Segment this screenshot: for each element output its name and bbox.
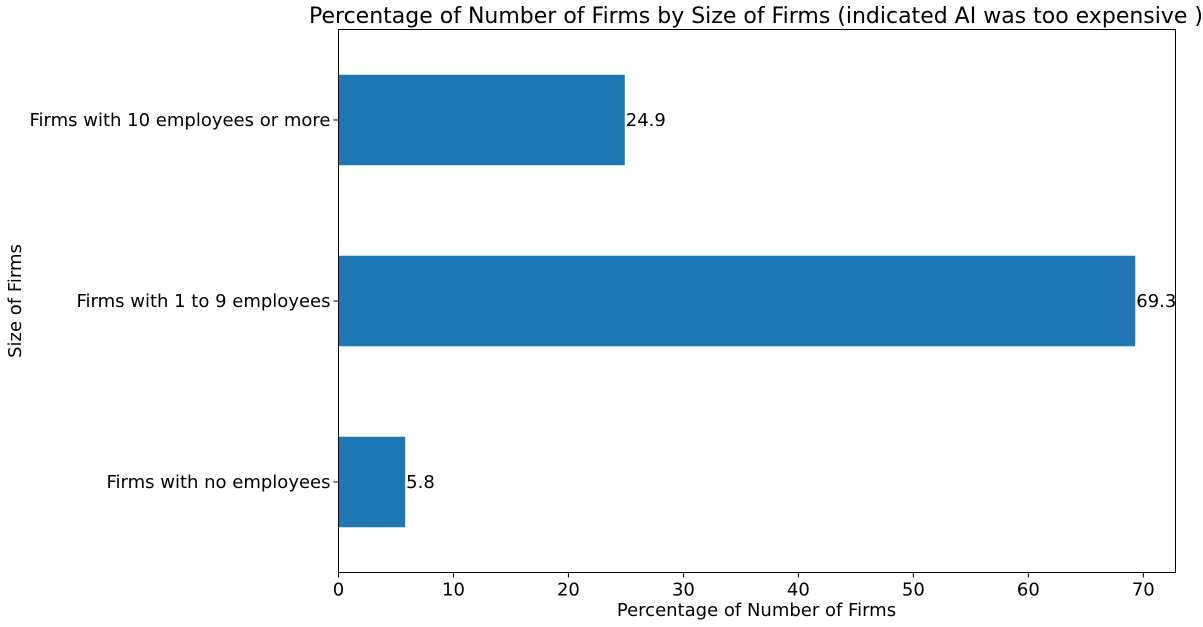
x-tick-label: 50 xyxy=(902,580,925,601)
x-tick-label: 20 xyxy=(557,580,580,601)
category-label: Firms with 1 to 9 employees xyxy=(76,291,330,312)
x-tick-label: 60 xyxy=(1017,580,1040,601)
x-tick-label: 40 xyxy=(787,580,810,601)
bar xyxy=(338,255,1136,347)
x-axis-ticks: 0 10 20 30 40 50 60 70 xyxy=(333,572,1155,601)
x-axis-label: Percentage of Number of Firms xyxy=(617,600,896,621)
bar-value-label: 5.8 xyxy=(406,472,435,493)
x-tick-label: 0 xyxy=(333,580,344,601)
category-label: Firms with no employees xyxy=(106,472,330,493)
x-tick-label: 30 xyxy=(672,580,695,601)
bar-value-label: 69.3 xyxy=(1136,291,1176,312)
x-tick-label: 70 xyxy=(1132,580,1155,601)
bar xyxy=(338,436,406,528)
chart-title: Percentage of Number of Firms by Size of… xyxy=(309,4,1203,29)
bars-group: 24.9 69.3 5.8 xyxy=(338,74,1176,528)
bar xyxy=(338,74,625,166)
category-labels: Firms with 10 employees or more Firms wit… xyxy=(29,110,339,493)
x-tick-label: 10 xyxy=(442,580,465,601)
bar-value-label: 24.9 xyxy=(626,110,666,131)
plot-frame xyxy=(338,29,1176,573)
category-label: Firms with 10 employees or more xyxy=(29,110,330,131)
y-axis-label: Size of Firms xyxy=(5,244,26,358)
